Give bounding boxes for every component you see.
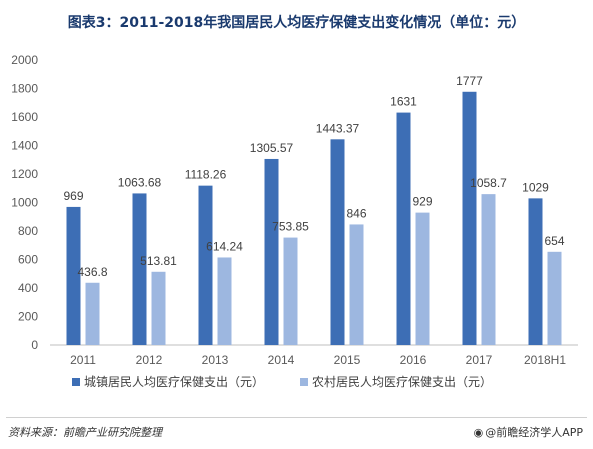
- x-tick-label: 2018H1: [524, 353, 566, 367]
- credit-text: @前瞻经济学人APP: [485, 426, 583, 439]
- bar-urban: [462, 91, 477, 345]
- bar-urban: [264, 158, 279, 345]
- y-tick-label: 1000: [11, 196, 38, 210]
- x-tick-label: 2017: [466, 353, 493, 367]
- data-labels: 969 436.8 1063.68 513.81 1118.26 614.24 1305.5…: [63, 74, 564, 279]
- data-label-urban: 1631: [390, 95, 417, 109]
- y-tick-label: 2000: [11, 53, 38, 67]
- x-tick-label: 2015: [334, 353, 361, 367]
- bar-group: [66, 91, 562, 346]
- bar-urban: [330, 139, 345, 345]
- data-label-rural: 513.81: [140, 254, 177, 268]
- legend-label: 城镇居民人均医疗保健支出（元）: [84, 375, 264, 389]
- data-label-rural: 614.24: [206, 239, 243, 253]
- bar-urban: [198, 185, 213, 345]
- data-label-rural: 753.85: [272, 220, 309, 234]
- bar-urban: [396, 112, 411, 346]
- data-label-rural: 1058.7: [470, 176, 507, 190]
- x-tick-label: 2011: [70, 353, 96, 367]
- data-label-rural: 436.8: [77, 265, 107, 279]
- source-note: 资料来源：前瞻产业研究院整理: [8, 426, 162, 439]
- data-label-rural: 929: [412, 195, 432, 209]
- x-tick-label: 2016: [400, 353, 427, 367]
- y-tick-label: 0: [31, 338, 38, 352]
- y-tick-label: 1200: [11, 167, 38, 181]
- legend-swatch: [72, 378, 80, 386]
- x-tick-label: 2013: [202, 353, 229, 367]
- data-label-urban: 969: [63, 189, 83, 203]
- data-label-urban: 1118.26: [185, 168, 227, 182]
- y-tick-label: 800: [18, 224, 38, 238]
- legend-swatch: [300, 378, 308, 386]
- data-label-rural: 846: [346, 206, 366, 220]
- y-tick-label: 1400: [11, 139, 38, 153]
- bar-rural: [151, 271, 166, 345]
- y-tick-label: 400: [18, 281, 38, 295]
- credit: ◉ @前瞻经济学人APP: [474, 424, 583, 440]
- bar-rural: [217, 257, 232, 345]
- legend-label: 农村居民人均医疗保健支出（元）: [312, 375, 492, 389]
- footer-divider: [6, 417, 587, 418]
- weibo-icon: ◉: [473, 426, 484, 439]
- y-tick-label: 1800: [11, 82, 38, 96]
- bar-rural: [481, 194, 496, 345]
- y-tick-label: 200: [18, 310, 38, 324]
- x-tick-label: 2012: [136, 353, 163, 367]
- x-axis: 2011 2012 2013 2014 2015 2016 2017 2018H1: [70, 353, 566, 367]
- bar-rural: [283, 237, 298, 345]
- bar-urban: [66, 206, 81, 345]
- bar-rural: [415, 212, 430, 345]
- legend: 城镇居民人均医疗保健支出（元） 农村居民人均医疗保健支出（元）: [72, 375, 492, 389]
- bar-rural: [85, 282, 100, 345]
- chart-title: 图表3：2011-2018年我国居民人均医疗保健支出变化情况（单位：元）: [67, 15, 526, 31]
- data-label-urban: 1063.68: [118, 175, 162, 189]
- data-label-rural: 654: [544, 234, 564, 248]
- bar-rural: [547, 251, 562, 345]
- data-label-urban: 1305.57: [250, 141, 294, 155]
- bar-rural: [349, 224, 364, 345]
- y-axis: 0 200 400 600 800 1000 1200 1400 1600 1800 2000: [11, 53, 38, 352]
- x-tick-label: 2014: [268, 353, 295, 367]
- bar-urban: [528, 198, 543, 345]
- y-tick-label: 600: [18, 253, 38, 267]
- data-label-urban: 1777: [456, 74, 483, 88]
- data-label-urban: 1443.37: [316, 121, 360, 135]
- bar-urban: [132, 193, 147, 345]
- y-tick-label: 1600: [11, 110, 38, 124]
- data-label-urban: 1029: [522, 180, 549, 194]
